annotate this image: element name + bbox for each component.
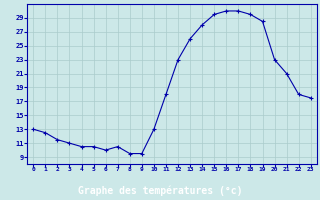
Text: Graphe des températures (°c): Graphe des températures (°c) — [78, 186, 242, 196]
